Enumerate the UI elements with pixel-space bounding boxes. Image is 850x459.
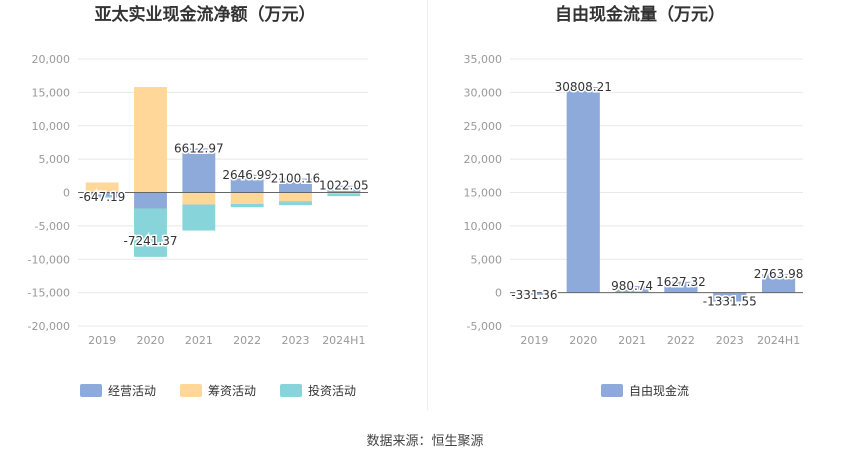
data-label: -7241.37 [124, 234, 178, 248]
y-tick-label: 0 [495, 287, 502, 300]
y-tick-label: 20,000 [464, 153, 503, 166]
data-label: 1627.32 [656, 275, 706, 289]
bar-筹资活动-2022 [230, 192, 264, 204]
legend-swatch [601, 384, 623, 397]
x-tick-label: 2024H1 [322, 334, 365, 347]
bar-自由现金流-2019 [517, 292, 552, 295]
legend-label: 投资活动 [308, 383, 356, 398]
y-tick-label: 10,000 [32, 120, 71, 133]
legend-label: 筹资活动 [208, 384, 256, 398]
y-tick-label: 0 [63, 187, 70, 200]
x-tick-label: 2020 [569, 334, 597, 347]
y-tick-label: 35,000 [464, 53, 503, 66]
bar-投资活动-2022 [230, 203, 264, 208]
x-tick-label: 2022 [233, 334, 261, 347]
legend-item: 筹资活动 [180, 384, 256, 398]
bar-自由现金流-2021 [615, 286, 649, 293]
y-tick-label: 15,000 [32, 86, 71, 99]
data-label: -1331.55 [703, 295, 757, 309]
legend-item: 投资活动 [280, 383, 356, 398]
bar-经营活动-2024H1 [327, 185, 361, 193]
bar-筹资活动-2020 [134, 87, 167, 193]
chart-title: 亚太实业现金流净额（万元） [95, 4, 316, 25]
legend-label: 经营活动 [108, 384, 156, 398]
data-label: 1022.05 [319, 179, 369, 193]
x-tick-label: 2024H1 [757, 334, 800, 347]
legend-swatch [280, 384, 302, 397]
y-tick-label: 10,000 [464, 220, 503, 233]
y-tick-label: 20,000 [32, 53, 71, 66]
x-tick-label: 2021 [185, 334, 213, 347]
bar-经营活动-2019 [85, 192, 119, 197]
y-tick-label: -5,000 [35, 220, 70, 233]
data-label: -647.19 [79, 190, 125, 204]
bar-筹资活动-2023 [279, 192, 312, 202]
chart-2: 自由现金流量（万元） -5,000 0 5,000 10,000 15,000 20,000… [464, 4, 805, 398]
data-label: 2763.98 [754, 267, 804, 281]
bar-投资活动-2021 [182, 204, 216, 231]
data-label: 980.74 [611, 279, 653, 293]
y-tick-label: -20,000 [28, 320, 70, 333]
bar-投资活动-2023 [279, 201, 312, 206]
legend-label: 自由现金流 [629, 383, 689, 398]
data-label: 2646.99 [222, 168, 272, 182]
data-label: 2100.16 [271, 171, 321, 185]
x-tick-label: 2021 [618, 334, 646, 347]
legend-item: 经营活动 [80, 384, 156, 398]
bar-筹资活动-2019 [85, 182, 119, 193]
bar-经营活动-2021 [182, 148, 216, 193]
y-tick-label: 5,000 [471, 253, 503, 266]
bar-自由现金流-2020 [566, 86, 600, 293]
y-tick-label: 25,000 [464, 120, 503, 133]
bar-筹资活动-2021 [182, 192, 216, 205]
y-tick-label: -10,000 [28, 253, 70, 266]
data-label: 6612.97 [174, 141, 224, 155]
legend-swatch [180, 384, 202, 397]
y-tick-label: -5,000 [467, 320, 502, 333]
bar-经营活动-2023 [279, 178, 312, 193]
chart-divider [427, 0, 428, 410]
data-label: 30808.21 [555, 80, 612, 94]
y-tick-label: 15,000 [464, 187, 503, 200]
bar-经营活动-2020 [134, 192, 167, 209]
chart-title: 自由现金流量（万元） [555, 4, 725, 25]
x-tick-label: 2022 [667, 334, 695, 347]
source-note: 数据来源：恒生聚源 [366, 434, 484, 449]
x-tick-label: 2019 [520, 334, 548, 347]
bar-经营活动-2022 [230, 174, 264, 193]
chart-1: 亚太实业现金流净额（万元） -20,000 -15,000 -10,000 -5,000… [28, 4, 371, 398]
bar-投资活动-2019 [85, 196, 119, 198]
bar-自由现金流-2024H1 [761, 274, 796, 293]
x-tick-label: 2020 [137, 334, 165, 347]
y-tick-label: 5,000 [39, 153, 71, 166]
bar-自由现金流-2023 [713, 292, 747, 302]
bar-自由现金流-2022 [664, 281, 698, 293]
data-label: -331.36 [511, 288, 557, 302]
x-tick-label: 2023 [282, 334, 310, 347]
bar-筹资活动-2024H1 [327, 192, 361, 194]
legend-swatch [80, 384, 102, 397]
y-tick-label: -15,000 [28, 287, 70, 300]
legend-item: 自由现金流 [601, 383, 689, 398]
y-tick-label: 30,000 [464, 86, 503, 99]
bar-投资活动-2024H1 [327, 193, 361, 197]
bar-投资活动-2020 [134, 208, 167, 257]
x-tick-label: 2023 [716, 334, 744, 347]
x-tick-label: 2019 [88, 334, 116, 347]
